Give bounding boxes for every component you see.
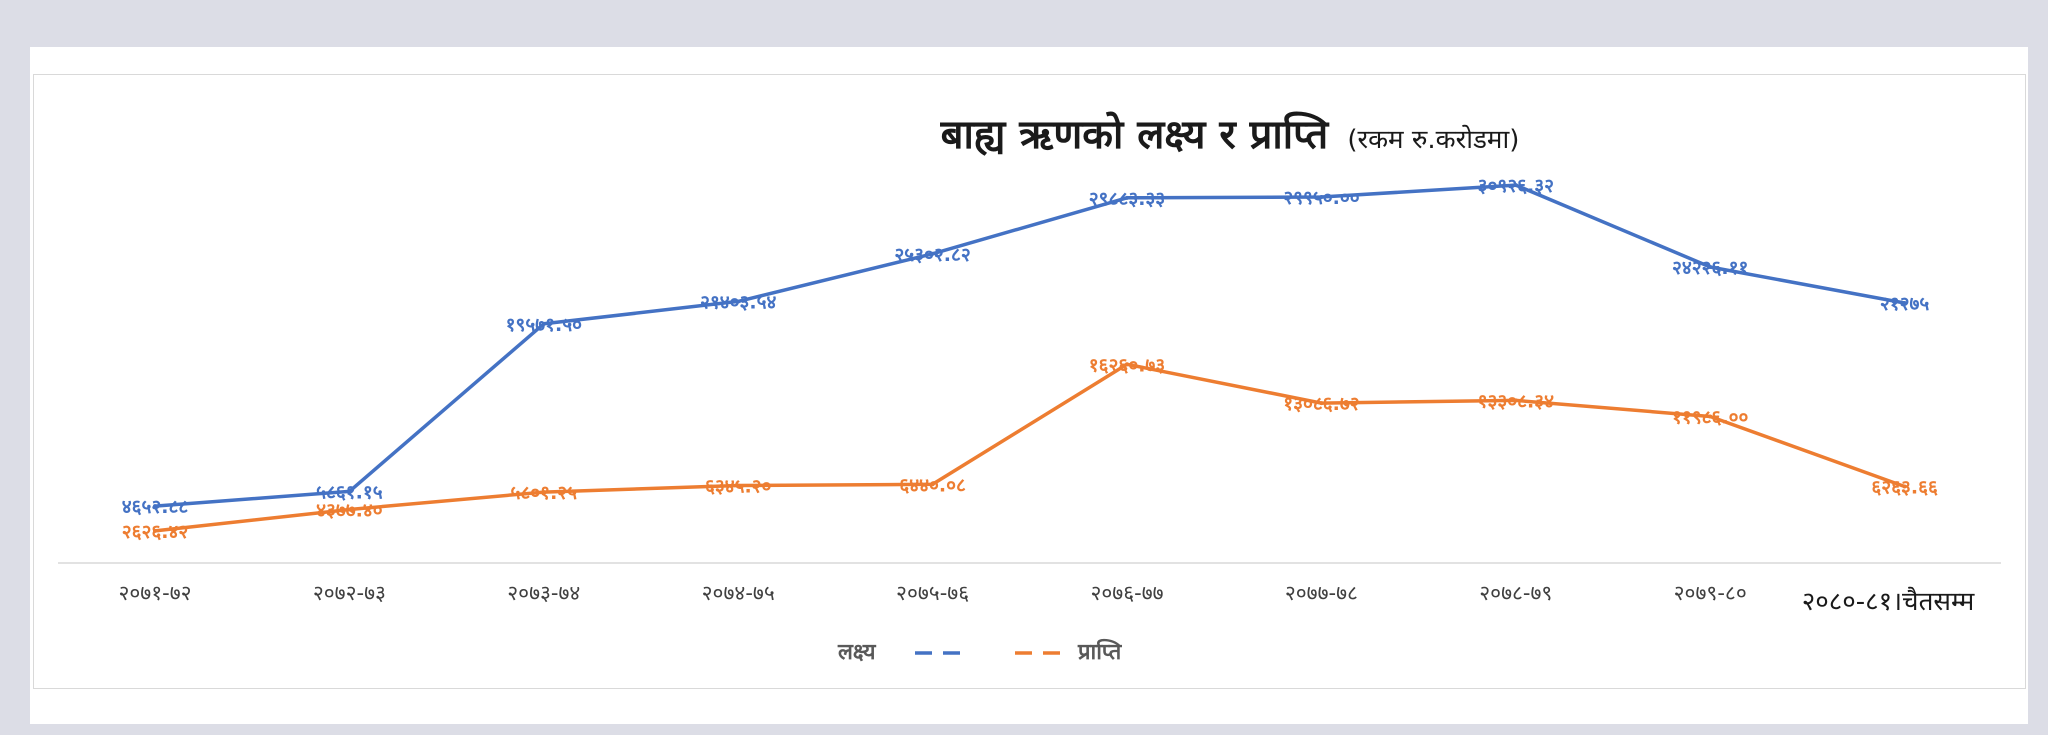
data-label: २५३०२.८२	[894, 244, 970, 266]
x-tick-label: २०७३-७४	[507, 581, 580, 605]
legend: लक्ष्य प्राप्ति	[837, 638, 1123, 665]
data-label: १३३०८.३४	[1478, 390, 1554, 412]
data-label: ४३७७.४०	[316, 500, 383, 522]
data-label: ५८०१.२५	[511, 482, 578, 504]
data-point	[347, 507, 352, 512]
x-tick-label: २०७७-७८	[1285, 581, 1358, 605]
x-tick-label: २०७६-७७	[1090, 581, 1163, 605]
data-point	[541, 321, 546, 326]
data-label: ६३४५.२०	[705, 475, 772, 497]
data-label: ४६५२.८८	[122, 496, 189, 518]
data-point	[1513, 398, 1518, 403]
data-point	[1902, 301, 1907, 306]
data-label: ११९८६.००	[1672, 407, 1748, 429]
chart-title-main: बाह्य ऋणको लक्ष्य र प्राप्ति	[940, 111, 1330, 158]
chart-frame	[33, 74, 2026, 689]
x-tick-label: २०७२-७३	[313, 581, 386, 605]
series-line	[153, 183, 1907, 508]
data-label: ३०९२६.३२	[1478, 175, 1554, 197]
data-label: ६२६३.६६	[1871, 476, 1938, 498]
data-label: २६२६.४२	[122, 521, 189, 543]
data-point	[930, 482, 935, 487]
data-point	[1902, 484, 1907, 489]
data-point	[1125, 362, 1129, 367]
series-0: ४६५२.८८ ५८६१.१५ १९५७१.५० २१४०३.५४ २५३०२.८२ २९…	[122, 175, 1930, 518]
x-tick-label: २०७४-७५	[702, 581, 775, 605]
chart-background	[30, 47, 2028, 724]
x-tick-label: २०७१-७२	[118, 581, 191, 605]
data-label: २९९५०.००	[1283, 187, 1359, 209]
data-label: १६२६०.७३	[1089, 354, 1165, 376]
data-point	[1319, 195, 1324, 200]
data-point	[1125, 195, 1129, 200]
data-point	[153, 504, 157, 509]
data-point	[541, 490, 546, 495]
x-tick-label: २०७८-७९	[1479, 581, 1552, 605]
data-point	[347, 489, 352, 494]
data-point	[1513, 183, 1518, 188]
series-line	[153, 362, 1907, 533]
data-point	[736, 483, 741, 488]
data-label: १३०८६.७२	[1283, 393, 1359, 415]
x-axis-ticks: २०७१-७२ २०७२-७३ २०७३-७४ २०७४-७५ २०७५-७६ २०७६-…	[118, 581, 1974, 617]
series-layer: ४६५२.८८ ५८६१.१५ १९५७१.५० २१४०३.५४ २५३०२.८२ २९…	[122, 175, 1938, 543]
x-tick-label: २०७५-७६	[896, 581, 969, 605]
data-point	[736, 299, 741, 304]
data-point	[930, 251, 935, 256]
series-1: २६२६.४२ ४३७७.४० ५८०१.२५ ६३४५.२० ६४४०.०८ १६२६०…	[122, 354, 1938, 543]
data-label: ५८६१.१५	[316, 481, 383, 503]
data-point	[1708, 414, 1713, 419]
data-label: २४२२६.११	[1672, 257, 1748, 279]
legend-label: प्राप्ति	[1077, 638, 1123, 665]
data-point	[1319, 401, 1324, 406]
data-point	[1708, 264, 1713, 269]
data-label: २१२७५	[1880, 293, 1930, 315]
x-tick-label: २०७९-८०	[1674, 581, 1747, 605]
x-tick-label: २०८०-८१।चैतसम्म	[1802, 586, 1975, 617]
data-label: २१४०३.५४	[700, 291, 776, 313]
legend-label: लक्ष्य	[837, 640, 877, 665]
chart-title: बाह्य ऋणको लक्ष्य र प्राप्ति (रकम रु.करो…	[940, 111, 1520, 158]
data-label: १९५७१.५०	[506, 314, 582, 336]
chart-subtitle: (रकम रु.करोडमा)	[1347, 124, 1519, 155]
data-point	[153, 528, 157, 533]
data-label: २९८८३.३३	[1089, 188, 1165, 210]
data-label: ६४४०.०८	[899, 474, 966, 496]
